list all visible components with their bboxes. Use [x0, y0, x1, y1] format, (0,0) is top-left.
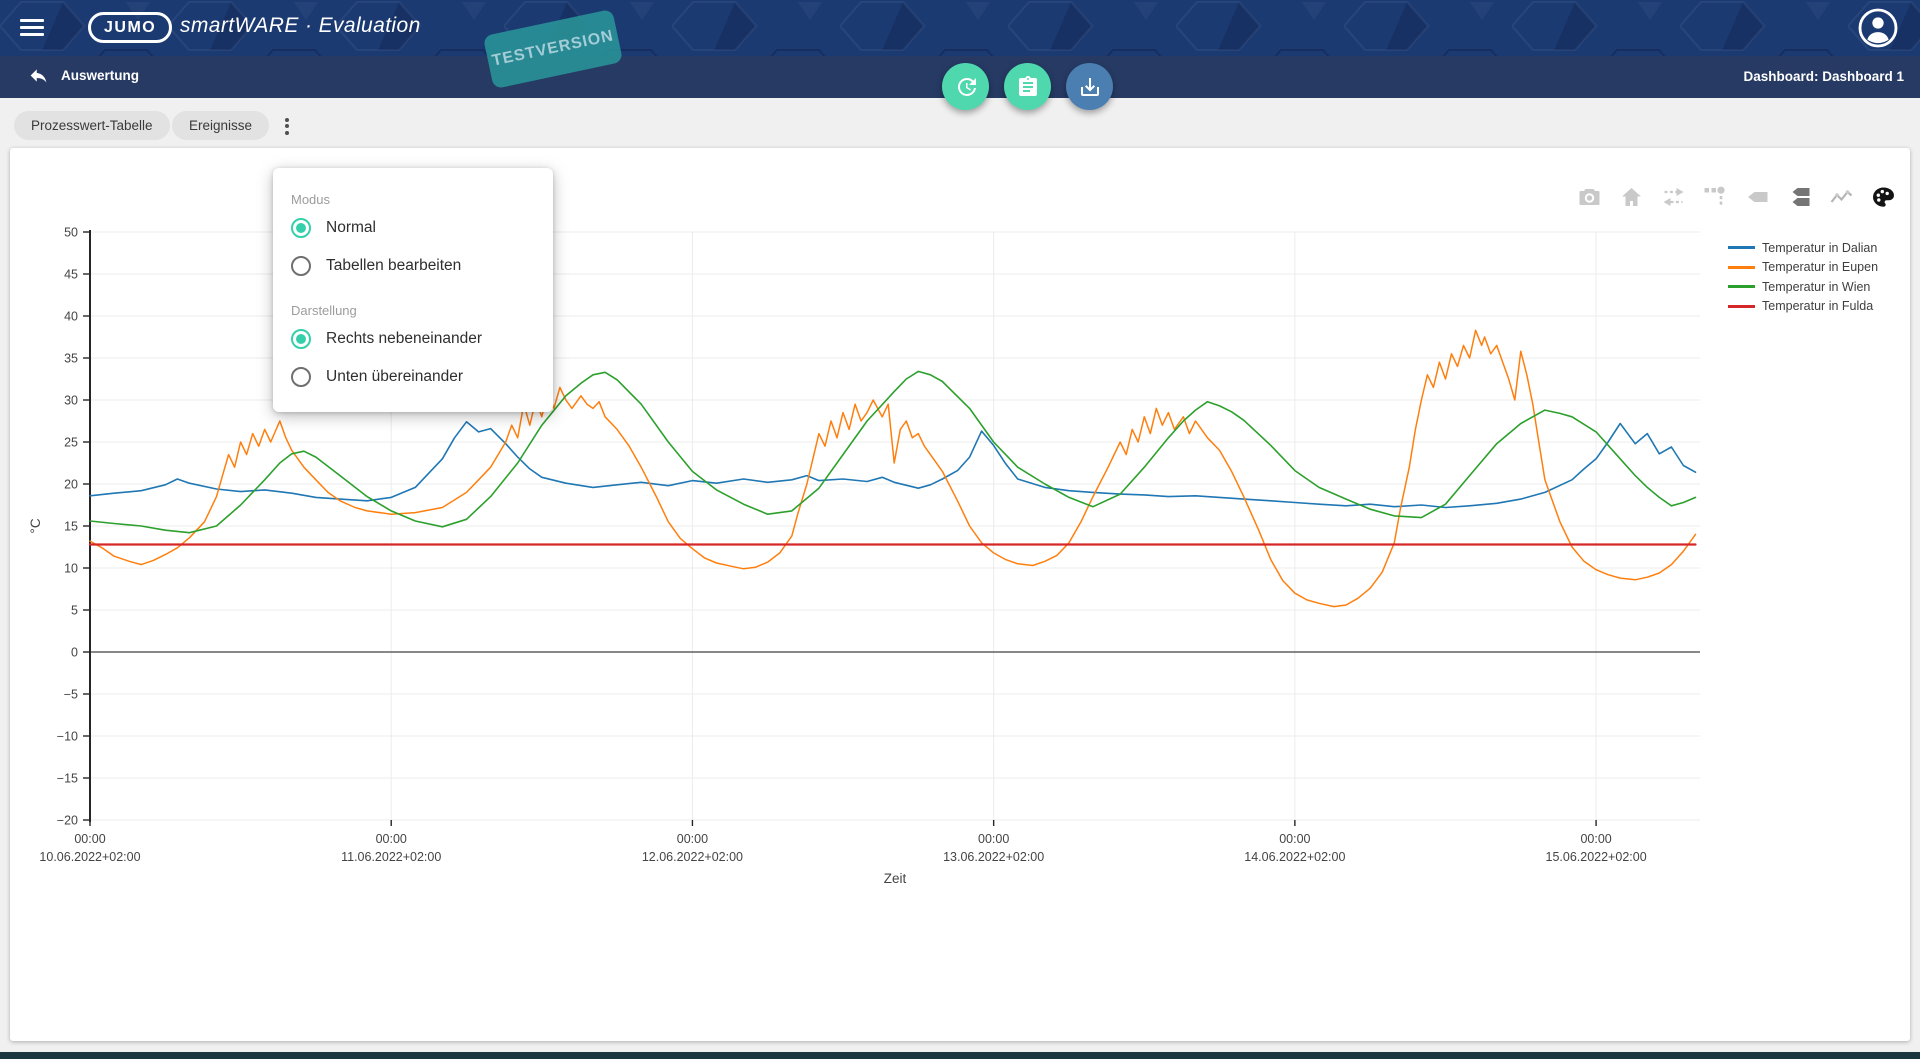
spike-lines-icon[interactable] — [1703, 186, 1728, 208]
series-line-temperatur-in-dalian — [89, 420, 1697, 509]
series-line-temperatur-in-wien — [89, 370, 1697, 534]
back-label: Auswertung — [61, 68, 140, 83]
menu-section-label: Darstellung — [291, 303, 357, 318]
x-tick-date: 10.06.2022+02:00 — [39, 850, 140, 864]
home-icon[interactable] — [1619, 186, 1644, 208]
hexagon-pattern-decoration — [0, 0, 1920, 56]
back-arrow-icon — [30, 69, 47, 83]
menu-option-normal[interactable]: Normal — [291, 209, 535, 247]
camera-icon[interactable] — [1577, 186, 1602, 208]
menu-hamburger-icon[interactable] — [20, 19, 44, 37]
series-line-temperatur-in-eupen — [89, 329, 1697, 608]
download-icon — [1080, 77, 1099, 96]
y-tick-label: −15 — [57, 772, 78, 786]
menu-option-unten-uebereinander[interactable]: Unten übereinander — [291, 358, 535, 396]
dashboard-title: Dashboard: Dashboard 1 — [1743, 69, 1904, 84]
menu-option-label: Tabellen bearbeiten — [326, 257, 462, 274]
toggle-traces-icon[interactable] — [1829, 186, 1854, 208]
y-tick-label: 35 — [64, 352, 78, 366]
x-tick-time: 00:00 — [677, 832, 708, 846]
y-tick-label: 15 — [64, 520, 78, 534]
y-tick-label: 30 — [64, 394, 78, 408]
tab-ereignisse[interactable]: Ereignisse — [172, 111, 270, 140]
legend-item[interactable]: Temperatur in Eupen — [1728, 258, 1878, 278]
kebab-menu-icon[interactable] — [278, 114, 296, 138]
y-tick-label: 10 — [64, 562, 78, 576]
back-navigation[interactable]: Auswertung — [28, 65, 139, 86]
y-tick-label: −10 — [57, 730, 78, 744]
legend-label: Temperatur in Eupen — [1762, 260, 1879, 275]
y-tick-label: 0 — [71, 646, 78, 660]
legend-swatch — [1728, 304, 1755, 308]
legend-item[interactable]: Temperatur in Wien — [1728, 277, 1878, 297]
legend-item[interactable]: Temperatur in Dalian — [1728, 238, 1878, 258]
jumo-logo-text: JUMO — [104, 18, 157, 36]
x-tick-time: 00:00 — [1580, 832, 1611, 846]
menu-option-label: Unten übereinander — [326, 368, 464, 385]
tab-label: Ereignisse — [189, 118, 253, 133]
legend-label: Temperatur in Dalian — [1762, 240, 1878, 255]
chart-modebar — [1577, 186, 1896, 208]
radio-normal[interactable] — [291, 218, 311, 238]
x-tick-time: 00:00 — [1279, 832, 1310, 846]
legend-swatch — [1728, 285, 1755, 289]
tab-prozesswert-tabelle[interactable]: Prozesswert-Tabelle — [14, 111, 170, 140]
x-tick-time: 00:00 — [74, 832, 105, 846]
jumo-logo: JUMO — [88, 12, 173, 43]
radio-tabellen-bearbeiten[interactable] — [291, 256, 311, 276]
history-icon — [957, 77, 976, 96]
x-tick-date: 13.06.2022+02:00 — [943, 850, 1044, 864]
menu-option-rechts-nebeneinander[interactable]: Rechts nebeneinander — [291, 320, 535, 358]
legend-swatch — [1728, 265, 1755, 269]
x-tick-date: 12.06.2022+02:00 — [642, 850, 743, 864]
palette-icon[interactable] — [1871, 186, 1896, 208]
legend-swatch — [1728, 246, 1755, 250]
page-title: smartWARE · Evaluation — [180, 14, 421, 37]
x-tick-date: 15.06.2022+02:00 — [1546, 850, 1647, 864]
menu-option-label: Normal — [326, 219, 376, 236]
y-tick-label: 5 — [71, 604, 78, 618]
y-tick-label: 25 — [64, 436, 78, 450]
radio-unten-uebereinander[interactable] — [291, 367, 311, 387]
y-tick-label: −5 — [64, 688, 78, 702]
chart-legend: Temperatur in Dalian Temperatur in Eupen T… — [1728, 238, 1878, 316]
menu-section-label: Modus — [291, 192, 331, 207]
y-axis-title: °C — [28, 518, 43, 533]
view-options-menu: Modus Normal Tabellen bearbeiten Darstel… — [273, 168, 553, 412]
report-button[interactable] — [1004, 63, 1051, 110]
hover-compare-icon[interactable] — [1787, 186, 1812, 208]
y-tick-label: −20 — [57, 814, 78, 828]
y-tick-label: 40 — [64, 310, 78, 324]
app-header: JUMO smartWARE · Evaluation — [0, 0, 1920, 56]
pan-arrows-icon[interactable] — [1661, 186, 1686, 208]
x-tick-date: 14.06.2022+02:00 — [1244, 850, 1345, 864]
x-axis-title: Zeit — [884, 871, 907, 886]
y-tick-label: 20 — [64, 478, 78, 492]
menu-option-label: Rechts nebeneinander — [326, 330, 482, 347]
y-tick-label: 50 — [64, 226, 78, 240]
legend-item[interactable]: Temperatur in Fulda — [1728, 297, 1878, 317]
tab-label: Prozesswert-Tabelle — [31, 118, 153, 133]
x-tick-time: 00:00 — [978, 832, 1009, 846]
legend-label: Temperatur in Wien — [1762, 279, 1871, 294]
radio-rechts-nebeneinander[interactable] — [291, 329, 311, 349]
bottom-panel-edge — [0, 1052, 1920, 1059]
download-button[interactable] — [1066, 63, 1113, 110]
hover-single-icon[interactable] — [1745, 186, 1770, 208]
x-tick-time: 00:00 — [376, 832, 407, 846]
x-tick-date: 11.06.2022+02:00 — [341, 850, 441, 864]
legend-label: Temperatur in Fulda — [1762, 299, 1874, 314]
clipboard-icon — [1018, 75, 1037, 96]
user-avatar[interactable] — [1858, 8, 1898, 48]
history-button[interactable] — [942, 63, 989, 110]
testversion-stamp-text: TESTVERSION — [490, 27, 616, 70]
menu-option-tabellen-bearbeiten[interactable]: Tabellen bearbeiten — [291, 247, 535, 285]
y-tick-label: 45 — [64, 268, 78, 282]
